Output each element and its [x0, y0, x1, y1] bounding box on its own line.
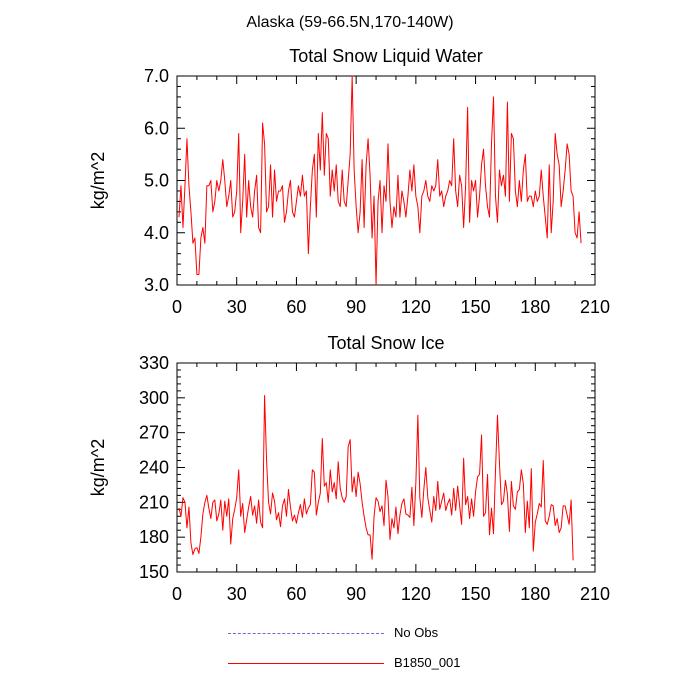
plot-frame [176, 362, 596, 573]
x-tick-label: 60 [286, 584, 306, 604]
legend-label-no-obs: No Obs [394, 625, 439, 640]
x-tick-label: 0 [172, 297, 182, 317]
page-title: Alaska (59-66.5N,170-140W) [246, 14, 453, 31]
x-tick-label: 180 [520, 584, 550, 604]
y-tick-label: 210 [139, 492, 169, 512]
series-line-b1850-001 [178, 75, 582, 286]
y-tick-label: 270 [139, 423, 169, 443]
y-tick-label: 3.0 [144, 275, 169, 295]
legend-label-b1850-001: B1850_001 [394, 655, 461, 670]
y-axis-label: kg/m^2 [88, 439, 108, 496]
y-tick-label: 5.0 [144, 171, 169, 191]
chart-panels: Total Snow Liquid Water 0 30 60 90 120 150 180 2… [88, 46, 610, 604]
chart-title: Total Snow Ice [327, 333, 444, 353]
legend-item-no-obs: No Obs [228, 624, 488, 644]
y-tick-label: 300 [139, 388, 169, 408]
y-tick-label: 4.0 [144, 223, 169, 243]
x-tick-label: 30 [227, 297, 247, 317]
x-tick-label: 150 [461, 297, 491, 317]
x-tick-label: 90 [346, 297, 366, 317]
x-tick-label: 90 [346, 584, 366, 604]
legend-swatch-solid [228, 663, 384, 664]
x-tick-label: 180 [520, 297, 550, 317]
legend-swatch-dashed [228, 633, 384, 634]
x-tick-label: 30 [227, 584, 247, 604]
x-tick-label: 120 [401, 297, 431, 317]
chart-title: Total Snow Liquid Water [289, 46, 482, 66]
y-tick-label: 240 [139, 458, 169, 478]
y-axis-label: kg/m^2 [88, 152, 108, 209]
chart-panel-2: Total Snow Ice 0 30 60 90 120 150 180 210 150 180 2… [88, 333, 610, 604]
x-tick-label: 0 [172, 584, 182, 604]
y-tick-label: 7.0 [144, 66, 169, 86]
x-tick-label: 150 [461, 584, 491, 604]
y-tick-label: 330 [139, 353, 169, 373]
series-line-b1850-001 [178, 395, 574, 561]
y-tick-label: 180 [139, 527, 169, 547]
legend-item-b1850-001: B1850_001 [228, 654, 488, 674]
y-tick-label: 6.0 [144, 118, 169, 138]
x-tick-label: 120 [401, 584, 431, 604]
x-tick-label: 60 [286, 297, 306, 317]
chart-panel-1: Total Snow Liquid Water 0 30 60 90 120 150 180 2… [88, 46, 610, 317]
x-tick-label: 210 [580, 584, 610, 604]
y-tick-label: 150 [139, 562, 169, 582]
x-tick-label: 210 [580, 297, 610, 317]
